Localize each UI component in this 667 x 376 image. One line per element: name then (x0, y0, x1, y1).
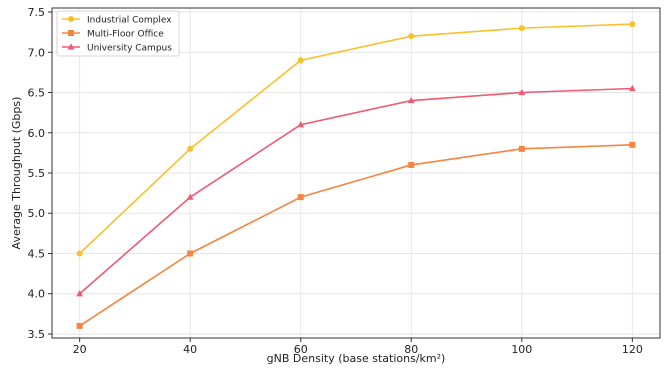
x-tick-label: 100 (511, 343, 532, 356)
series-group (76, 21, 636, 257)
y-tick-label: 4.0 (28, 288, 46, 301)
x-tick-label: 80 (404, 343, 418, 356)
y-tick-label: 6.5 (28, 87, 46, 100)
data-point (628, 84, 636, 92)
data-point (408, 33, 415, 40)
x-tick-label: 120 (622, 343, 643, 356)
legend: Industrial Complex Multi-Floor Office Univ… (56, 10, 180, 57)
x-tick-label: 40 (183, 343, 197, 356)
data-point (297, 194, 304, 201)
data-point (76, 322, 83, 329)
data-point (518, 25, 525, 32)
legend-label: University Campus (87, 44, 172, 54)
series-line (79, 23, 633, 255)
data-point (407, 96, 415, 104)
y-tick-label: 7.5 (28, 6, 46, 19)
y-tick-label: 6.0 (28, 127, 46, 140)
y-axis-label: Average Throughput (Gbps) (10, 97, 23, 250)
series (76, 21, 636, 329)
data-point (187, 145, 194, 152)
y-tick-label: 5.5 (28, 167, 46, 180)
legend-box (56, 10, 180, 57)
x-axis-label: gNB Density (base stations/km²) (267, 352, 446, 365)
grid (52, 8, 660, 338)
data-point (518, 88, 526, 96)
ticks: 20 40 60 80 100 120 3.5 4.0 4.5 5.0 5.5 6.0 6.5 7.0 7.… (28, 6, 643, 356)
y-tick-label: 7.0 (28, 46, 46, 59)
data-point (518, 145, 525, 152)
data-point (186, 193, 194, 200)
series-group (76, 84, 636, 297)
series-group (76, 141, 636, 329)
data-point (187, 250, 194, 257)
data-point (297, 121, 305, 128)
legend-marker (68, 30, 74, 36)
x-tick-label: 20 (73, 343, 87, 356)
data-point (629, 21, 636, 28)
y-tick-label: 5.0 (28, 207, 46, 220)
series-line (79, 87, 633, 295)
legend-marker (68, 16, 74, 22)
data-point (408, 161, 415, 168)
legend-label: Multi-Floor Office (87, 30, 164, 40)
series-line (79, 144, 633, 327)
y-tick-label: 4.5 (28, 247, 46, 260)
data-point (297, 57, 304, 64)
data-point (629, 141, 636, 148)
data-point (76, 250, 83, 257)
x-tick-label: 60 (294, 343, 308, 356)
legend-marker (67, 43, 75, 50)
legend-label: Industrial Complex (87, 16, 172, 26)
y-tick-label: 3.5 (28, 328, 46, 341)
data-point (76, 290, 84, 297)
